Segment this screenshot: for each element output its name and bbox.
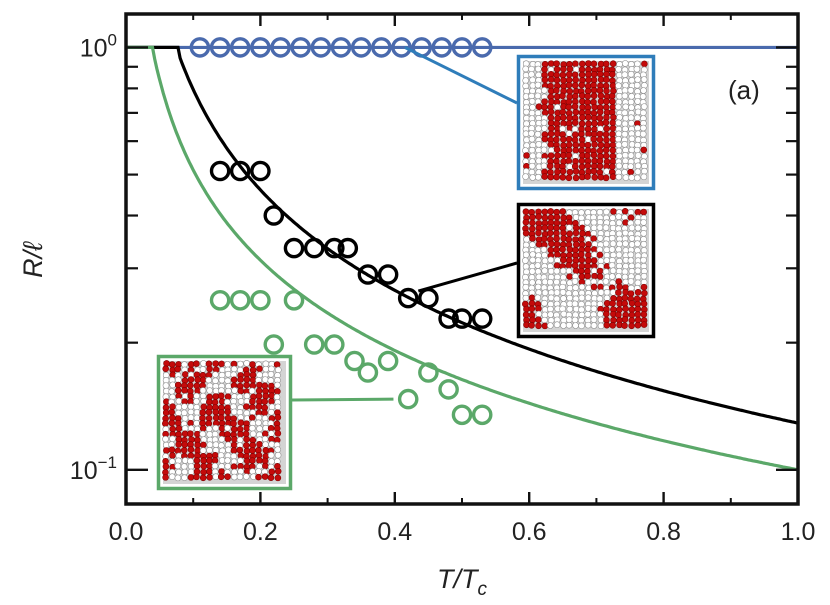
black-inset <box>516 202 656 339</box>
y-tick-label: 100 <box>80 30 117 62</box>
point-black-1 <box>229 160 251 182</box>
point-blue-12 <box>431 37 453 58</box>
x-tick-label: 0.2 <box>243 518 278 546</box>
point-black-14 <box>471 308 493 329</box>
point-black-12 <box>438 308 459 329</box>
point-blue-1 <box>209 37 231 58</box>
y-axis-label: R/ℓ <box>18 241 48 278</box>
blue-inset <box>516 54 656 191</box>
point-black-8 <box>357 264 379 285</box>
point-black-2 <box>250 160 271 182</box>
point-green-11 <box>438 379 459 400</box>
panel-label: (a) <box>728 75 760 105</box>
point-blue-0 <box>189 37 211 58</box>
y-tick-label-exponent: −1 <box>98 453 117 472</box>
point-blue-10 <box>391 37 412 58</box>
point-black-10 <box>397 287 419 309</box>
point-green-14 <box>471 404 493 426</box>
connector-green <box>291 397 394 402</box>
point-blue-13 <box>451 37 473 58</box>
point-black-5 <box>303 237 325 259</box>
point-green-3 <box>283 289 305 311</box>
point-blue-3 <box>250 37 271 58</box>
point-green-9 <box>377 350 399 372</box>
point-black-13 <box>451 308 473 329</box>
point-green-6 <box>323 334 345 355</box>
x-tick-label: 0.0 <box>109 518 144 546</box>
green-inset <box>156 354 293 491</box>
point-green-13 <box>451 404 473 426</box>
y-axis-label-ell: ℓ <box>18 241 48 252</box>
blue-inset-frame <box>516 54 656 191</box>
x-tick-label: 1.0 <box>781 518 816 546</box>
point-black-9 <box>377 264 399 285</box>
point-green-0 <box>209 289 231 311</box>
point-blue-14 <box>471 37 493 58</box>
x-tick-label: 0.8 <box>646 518 681 546</box>
green-inset-frame <box>156 354 293 491</box>
point-blue-2 <box>229 37 251 58</box>
x-axis-label: T/Tc <box>437 564 488 600</box>
curve-green <box>126 45 798 472</box>
inset-connectors <box>291 46 518 402</box>
point-green-1 <box>229 289 251 311</box>
point-blue-7 <box>330 37 352 58</box>
y-tick-label-exponent: 0 <box>108 30 117 49</box>
y-tick-label: 10−1 <box>70 453 117 485</box>
point-green-12 <box>397 388 419 410</box>
point-blue-4 <box>270 37 291 58</box>
x-tick-label: 0.6 <box>512 518 547 546</box>
y-tick-label-base: 10 <box>70 457 98 485</box>
connector-black <box>417 261 518 293</box>
point-green-10 <box>418 362 439 383</box>
point-black-7 <box>337 237 359 259</box>
black-inset-frame <box>516 202 656 339</box>
point-blue-8 <box>350 37 372 58</box>
x-axis-label-sub: c <box>478 579 488 600</box>
x-tick-label: 0.4 <box>377 518 412 546</box>
point-green-7 <box>344 350 365 372</box>
y-axis-label-main: R/ <box>18 248 48 277</box>
point-green-8 <box>357 362 379 383</box>
point-black-3 <box>263 205 285 226</box>
y-tick-label-base: 10 <box>80 34 108 62</box>
insets <box>156 54 656 491</box>
x-axis-label-main: T/T <box>437 564 480 594</box>
point-green-4 <box>263 334 285 355</box>
point-blue-6 <box>310 37 332 58</box>
point-black-4 <box>283 237 305 259</box>
point-green-2 <box>250 289 271 311</box>
point-black-6 <box>323 237 345 259</box>
connector-blue <box>404 46 518 105</box>
point-blue-5 <box>290 37 312 58</box>
point-green-5 <box>303 334 325 355</box>
point-blue-9 <box>371 37 392 58</box>
data-markers <box>189 37 493 426</box>
point-black-0 <box>209 160 231 182</box>
